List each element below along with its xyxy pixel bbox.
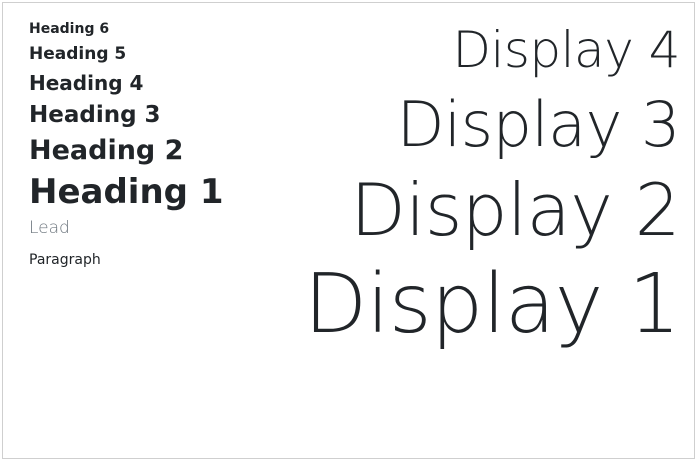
paragraph-text: Paragraph [29, 252, 101, 269]
lead-text: Lead [29, 218, 70, 239]
display-2: Display 2 [350, 168, 680, 253]
headings-column: Heading 6 Heading 5 Heading 4 Heading 3 … [29, 21, 289, 268]
displays-column: Display 4 Display 3 Display 2 Display 1 [304, 21, 681, 353]
display-4: Display 4 [452, 21, 680, 79]
heading-1: Heading 1 [29, 172, 224, 213]
heading-4: Heading 4 [29, 70, 144, 95]
display-1: Display 1 [304, 257, 681, 353]
typography-preview-frame: Heading 6 Heading 5 Heading 4 Heading 3 … [2, 2, 695, 459]
heading-5: Heading 5 [29, 44, 127, 65]
heading-3: Heading 3 [29, 101, 161, 128]
display-3: Display 3 [396, 88, 681, 161]
heading-2: Heading 2 [29, 135, 184, 167]
heading-6: Heading 6 [29, 21, 110, 37]
